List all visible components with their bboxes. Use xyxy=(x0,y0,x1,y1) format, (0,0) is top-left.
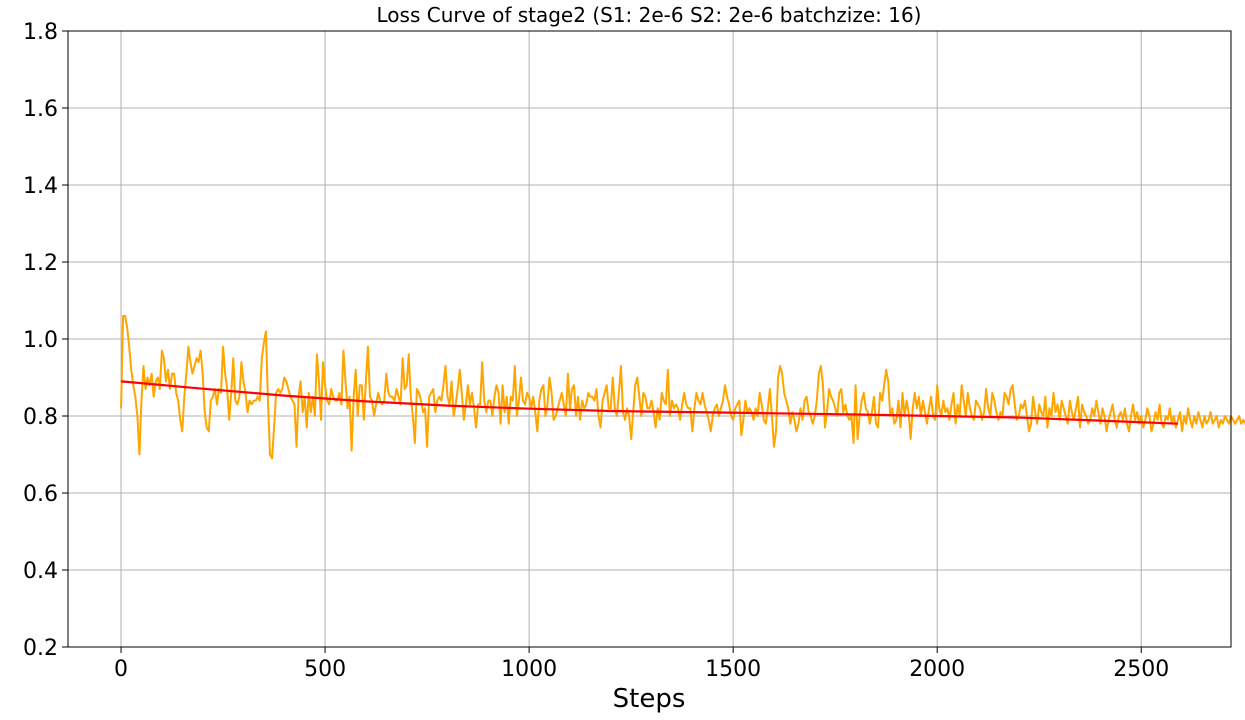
y-axis-ticks: 0.2 0.4 0.6 0.8 1.0 1.2 1.4 1.6 1.8 xyxy=(23,20,68,661)
x-tick-label: 500 xyxy=(304,657,346,682)
y-tick-label: 0.8 xyxy=(23,405,58,430)
chart-title: Loss Curve of stage2 (S1: 2e-6 S2: 2e-6 … xyxy=(377,3,922,27)
x-axis-label: Steps xyxy=(613,684,686,714)
x-tick-label: 0 xyxy=(114,657,128,682)
y-tick-label: 1.2 xyxy=(23,251,58,276)
y-tick-label: 0.4 xyxy=(23,559,58,584)
x-tick-label: 1500 xyxy=(705,657,761,682)
trend-line xyxy=(120,380,1178,425)
loss-line xyxy=(120,314,1245,460)
x-tick-label: 2500 xyxy=(1113,657,1169,682)
y-tick-label: 1.6 xyxy=(23,97,58,122)
y-tick-label: 1.8 xyxy=(23,20,58,45)
y-tick-label: 1.4 xyxy=(23,174,58,199)
x-tick-label: 2000 xyxy=(909,657,965,682)
y-tick-label: 0.6 xyxy=(23,482,58,507)
y-tick-label: 0.2 xyxy=(23,636,58,661)
x-axis-ticks: 0 500 1000 1500 2000 2500 xyxy=(114,647,1169,682)
series-group xyxy=(120,314,1245,460)
y-tick-label: 1.0 xyxy=(23,328,58,353)
x-tick-label: 1000 xyxy=(501,657,557,682)
